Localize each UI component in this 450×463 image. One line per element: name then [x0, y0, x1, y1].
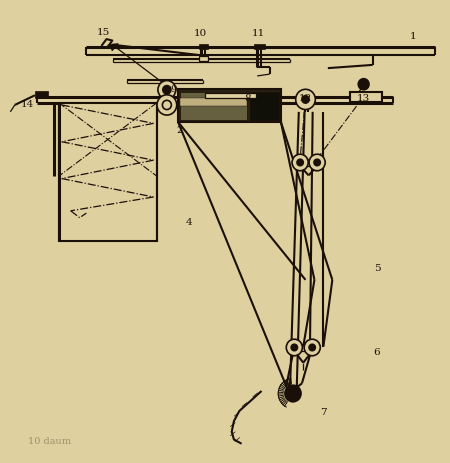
Circle shape — [157, 95, 177, 115]
Circle shape — [158, 81, 176, 99]
Circle shape — [297, 159, 303, 166]
Bar — [250, 92, 279, 120]
Circle shape — [291, 344, 297, 350]
Text: 11: 11 — [252, 29, 265, 38]
Text: 8: 8 — [244, 94, 251, 102]
Text: 9: 9 — [170, 85, 177, 94]
Text: 13: 13 — [357, 94, 370, 103]
Bar — [350, 92, 382, 102]
Bar — [35, 91, 48, 98]
Text: 1: 1 — [410, 32, 416, 41]
Circle shape — [314, 159, 320, 166]
Bar — [205, 93, 256, 98]
Circle shape — [285, 385, 301, 402]
Text: 15: 15 — [97, 28, 110, 37]
Circle shape — [358, 79, 369, 90]
Bar — [180, 92, 248, 120]
Text: 6: 6 — [374, 348, 380, 357]
Circle shape — [163, 86, 171, 94]
Text: 2: 2 — [176, 126, 183, 135]
Circle shape — [309, 154, 325, 171]
Bar — [178, 89, 281, 122]
Circle shape — [304, 339, 320, 356]
Circle shape — [302, 96, 309, 103]
Text: 7: 7 — [320, 408, 327, 417]
Text: 12: 12 — [299, 94, 312, 102]
Text: 5: 5 — [374, 264, 380, 273]
Bar — [198, 44, 208, 49]
Circle shape — [162, 100, 171, 110]
Bar — [198, 56, 208, 61]
Bar — [58, 103, 157, 241]
Text: 4: 4 — [186, 218, 193, 227]
Text: 10 daum: 10 daum — [28, 437, 72, 445]
Text: 14: 14 — [21, 100, 34, 109]
Text: 10: 10 — [194, 29, 207, 38]
Bar — [180, 98, 248, 106]
Circle shape — [296, 89, 315, 110]
Circle shape — [286, 339, 302, 356]
Circle shape — [292, 154, 308, 171]
Bar — [254, 44, 265, 49]
Circle shape — [309, 344, 315, 350]
